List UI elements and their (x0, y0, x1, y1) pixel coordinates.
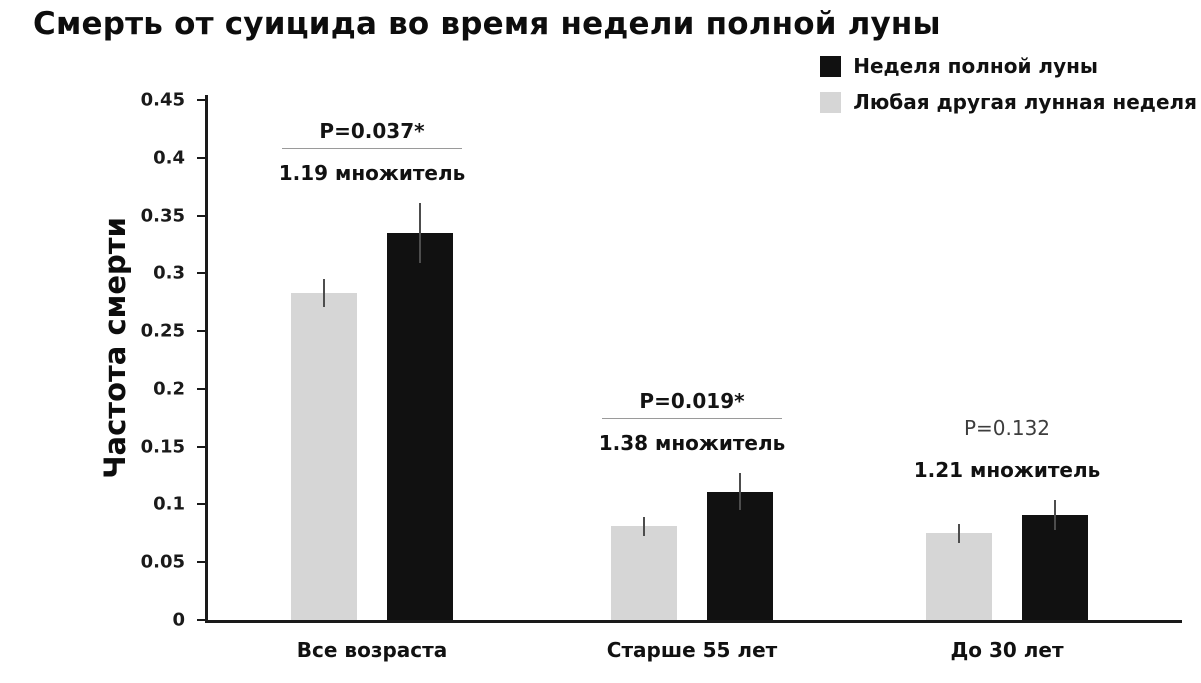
y-tick-mark (197, 619, 205, 621)
y-tick-label: 0.35 (140, 205, 185, 227)
bar-other-weeks (611, 526, 677, 620)
y-tick-label: 0.2 (153, 378, 185, 400)
y-tick-mark (197, 387, 205, 390)
bar-other-weeks (926, 533, 992, 620)
error-bar (323, 279, 325, 307)
legend-item: Любая другая лунная неделя (820, 90, 1197, 114)
y-tick-mark (197, 156, 205, 159)
y-tick-label: 0 (172, 609, 185, 631)
y-tick-label: 0.1 (153, 493, 185, 515)
y-tick-label: 0.25 (140, 320, 185, 342)
multiplier-annotation: 1.19 множитель (278, 160, 466, 185)
y-tick-label: 0.05 (140, 551, 185, 573)
y-tick-mark (197, 330, 205, 333)
error-bar (643, 517, 645, 536)
error-bar (419, 202, 421, 263)
error-bar (739, 473, 741, 511)
bar-full-moon-week (387, 232, 453, 620)
multiplier-annotation: 1.21 множитель (913, 457, 1101, 482)
y-tick-label: 0.45 (140, 89, 185, 111)
bar-full-moon-week (707, 491, 773, 620)
y-tick-mark (197, 561, 205, 564)
legend-color-swatch (820, 55, 842, 77)
multiplier-annotation: 1.38 множитель (598, 431, 786, 456)
legend-label: Любая другая лунная неделя (853, 90, 1197, 114)
error-bar (958, 524, 960, 543)
legend-label: Неделя полной луны (853, 54, 1099, 78)
error-bar (1054, 499, 1056, 530)
y-tick-label: 0.3 (153, 262, 185, 284)
x-axis (205, 620, 1182, 623)
y-tick-mark (197, 503, 205, 506)
x-category-label: До 30 лет (950, 638, 1064, 662)
y-axis (205, 95, 208, 623)
x-category-label: Все возраста (296, 638, 448, 662)
chart-title: Смерть от суицида во время недели полной… (33, 6, 941, 42)
p-value-underline (602, 418, 782, 420)
p-value-annotation: P=0.019* (639, 389, 745, 414)
legend-color-swatch (820, 91, 842, 113)
y-tick-label: 0.15 (140, 436, 185, 458)
y-tick-mark (197, 214, 205, 217)
x-category-label: Старше 55 лет (606, 638, 778, 662)
bar-other-weeks (291, 292, 357, 620)
legend-item: Неделя полной луны (820, 54, 1197, 78)
bar-full-moon-week (1022, 514, 1088, 620)
y-tick-mark (197, 99, 205, 101)
y-tick-mark (197, 272, 205, 275)
legend: Неделя полной луны Любая другая лунная не… (820, 54, 1197, 114)
p-value-underline (282, 147, 462, 149)
y-tick-mark (197, 445, 205, 448)
p-value-annotation: P=0.132 (963, 415, 1051, 440)
p-value-annotation: P=0.037* (319, 118, 425, 143)
y-tick-label: 0.4 (153, 147, 185, 169)
